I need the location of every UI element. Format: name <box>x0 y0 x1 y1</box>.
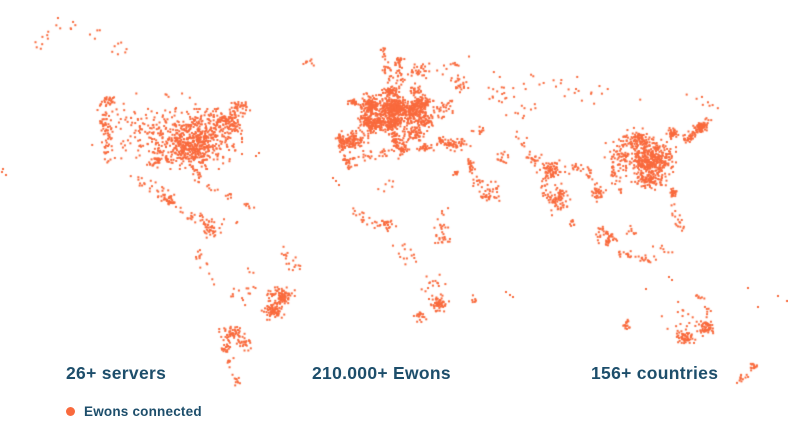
legend: Ewons connected <box>66 404 202 419</box>
legend-dot-icon <box>66 407 75 416</box>
stat-countries: 156+ countries <box>591 363 719 383</box>
legend-label: Ewons connected <box>84 404 202 419</box>
stat-servers: 26+ servers <box>66 363 167 383</box>
stat-ewons: 210.000+ Ewons <box>312 363 451 383</box>
